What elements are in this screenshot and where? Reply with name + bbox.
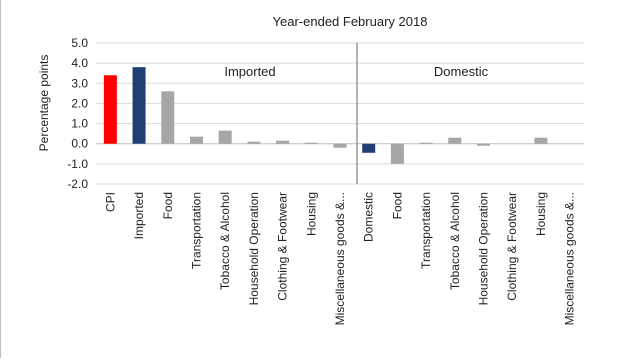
bar [247,141,261,144]
bar [189,136,203,144]
bar [477,143,491,146]
plot-frame-left [0,0,1,358]
group-label-domestic: Domestic [434,64,489,79]
x-tick-label: Domestic [362,192,376,242]
x-tick-label: Food [390,192,404,219]
chart-title: Year-ended February 2018 [273,14,428,29]
y-tick-label: 5.0 [71,36,88,50]
bar [448,137,462,144]
y-tick-labels: 5.0 4.0 3.0 2.0 1.0 0.0 -1.0 -2.0 [67,36,88,191]
x-tick-label: Miscellaneous goods &... [563,192,577,325]
bar [534,137,548,144]
x-tick-label: Clothing & Footwear [505,192,519,301]
x-tick-label: Housing [304,192,318,236]
bars [103,67,548,164]
y-axis-title: Percentage points [37,55,51,152]
group-label-imported: Imported [224,64,275,79]
bar [362,143,376,153]
bar [390,143,404,164]
bar [276,140,290,144]
y-tick-label: 0.0 [71,137,88,151]
y-tick-label: 3.0 [71,76,88,90]
bar [132,67,146,144]
x-tick-label: Imported [132,192,146,239]
x-tick-label: Household Operation [477,192,491,305]
x-tick-labels: CPI Imported Food Transportation Tobacco & A… [103,192,576,325]
x-tick-label: Transportation [189,192,203,269]
x-tick-label: Household Operation [247,192,261,305]
y-tick-label: 2.0 [71,96,88,110]
x-tick-label: Tobacco & Alcohol [218,192,232,290]
bar [161,91,175,144]
x-tick-label: Miscellaneous goods &... [333,192,347,325]
x-tick-label: Tobacco & Alcohol [448,192,462,290]
x-tick-label: Food [161,192,175,219]
x-tick-label: CPI [103,192,117,212]
bar [333,143,347,148]
x-tick-label: Transportation [419,192,433,269]
x-tick-label: Housing [534,192,548,236]
bar [218,130,232,144]
y-tick-label: -2.0 [67,177,88,191]
x-tick-label: Clothing & Footwear [276,192,290,301]
bar [103,75,117,144]
bar [304,142,318,144]
y-tick-label: 1.0 [71,117,88,131]
y-tick-label: 4.0 [71,56,88,70]
y-tick-label: -1.0 [67,157,88,171]
bar [419,142,433,144]
